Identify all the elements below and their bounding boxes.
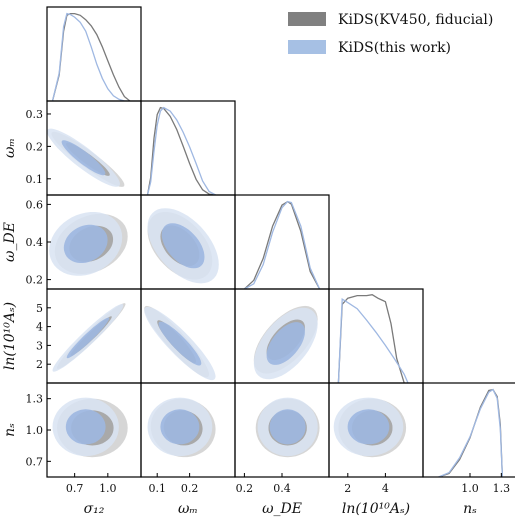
- x-axis-label-m: ωₘ: [178, 501, 198, 517]
- y-tick-label: 0.6: [26, 198, 44, 211]
- y-axis-label-ns: nₛ: [2, 423, 18, 437]
- x-tick-label: 1.3: [493, 482, 511, 495]
- y-tick-label: 0.7: [26, 455, 44, 468]
- legend-label-thiswork: KiDS(this work): [338, 40, 451, 56]
- x-tick-label: 0.7: [66, 482, 84, 495]
- panel-de-ln-10-10-as: [234, 288, 330, 384]
- y-tick-label: 5: [36, 302, 43, 315]
- panel-12-de: 0.2 0.4 0.6: [26, 194, 142, 290]
- legend: KiDS(KV450, fiducial) KiDS(this work): [288, 12, 493, 56]
- contour-thiswork-68: [161, 223, 205, 269]
- marginal-fiducial-de: [243, 200, 321, 289]
- contour-thiswork-68: [65, 409, 106, 445]
- panel-12-m: 0.1 0.2 0.3: [26, 100, 142, 196]
- marginal-thiswork-m: [146, 106, 216, 195]
- x-tick-label: 1.0: [99, 482, 117, 495]
- x-axis-label-de: ω_DE: [262, 501, 302, 517]
- panel-12-ln-10-10-as: 2 3 4 5: [36, 288, 142, 384]
- y-axis-label-de: ω_DE: [2, 222, 18, 262]
- y-tick-label: 0.4: [26, 236, 44, 249]
- contour-thiswork-68: [269, 409, 306, 445]
- x-axis-label-12: σ₁₂: [84, 501, 105, 517]
- y-tick-label: 0.1: [26, 173, 44, 186]
- panel-de-ns: 0.2 0.4: [234, 382, 330, 495]
- marginal-thiswork-12: [51, 12, 130, 101]
- panel-ln-10-10-as-ln-10-10-as: [328, 288, 424, 384]
- marginal-fiducial-12: [51, 12, 131, 101]
- y-tick-label: 2: [36, 358, 43, 371]
- marginal-fiducial-ns: [438, 388, 504, 477]
- marginal-thiswork-de: [244, 200, 321, 289]
- marginal-thiswork-ln-10-10-as: [337, 297, 409, 383]
- contour-thiswork-68: [266, 322, 305, 365]
- legend-swatch-fiducial: [288, 12, 326, 26]
- x-tick-label: 0.1: [148, 482, 166, 495]
- panel-12-ns: 0.7 1.0 1.3 0.7 1.0: [26, 382, 142, 495]
- x-tick-label: 1.0: [461, 482, 479, 495]
- x-axis-label-ln-10-10-as: ln(10¹⁰Aₛ): [342, 501, 410, 517]
- panel-frame: [140, 100, 236, 196]
- panel-m-de: [140, 194, 236, 290]
- y-tick-label: 4: [36, 321, 43, 334]
- y-tick-label: 0.2: [26, 274, 44, 287]
- contour-thiswork-68: [160, 409, 200, 445]
- x-tick-label: 4: [382, 482, 389, 495]
- marginal-thiswork-ns: [438, 388, 504, 477]
- x-axis-label-ns: nₛ: [463, 501, 477, 517]
- marginal-fiducial-m: [146, 106, 216, 195]
- y-tick-label: 1.0: [26, 424, 44, 437]
- contour-thiswork-68: [63, 224, 108, 263]
- legend-label-fiducial: KiDS(KV450, fiducial): [338, 12, 493, 28]
- y-axis-label-ln-10-10-as: ln(10¹⁰Aₛ): [2, 302, 18, 370]
- x-tick-label: 0.2: [181, 482, 199, 495]
- y-tick-label: 3: [36, 339, 43, 352]
- y-tick-label: 1.3: [26, 393, 44, 406]
- x-tick-label: 0.2: [236, 482, 254, 495]
- panel-m-ns: 0.1 0.2: [140, 382, 236, 495]
- x-tick-label: 0.4: [273, 482, 291, 495]
- panel-ns-ns: 1.0 1.3: [422, 382, 515, 495]
- panel-12-12: [46, 6, 142, 102]
- x-tick-label: 2: [344, 482, 351, 495]
- y-tick-label: 0.2: [26, 140, 44, 153]
- marginal-fiducial-ln-10-10-as: [337, 294, 405, 383]
- contour-thiswork-68: [158, 321, 202, 366]
- panel-m-ln-10-10-as: [140, 288, 236, 384]
- contour-thiswork-68: [347, 409, 390, 445]
- y-tick-label: 0.3: [26, 108, 44, 121]
- panel-de-de: [234, 194, 330, 290]
- panel-m-m: [140, 100, 236, 196]
- contour-thiswork-68: [61, 140, 106, 176]
- y-axis-label-m: ωₘ: [2, 138, 18, 158]
- contour-thiswork-68: [66, 317, 110, 359]
- legend-swatch-thiswork: [288, 40, 326, 54]
